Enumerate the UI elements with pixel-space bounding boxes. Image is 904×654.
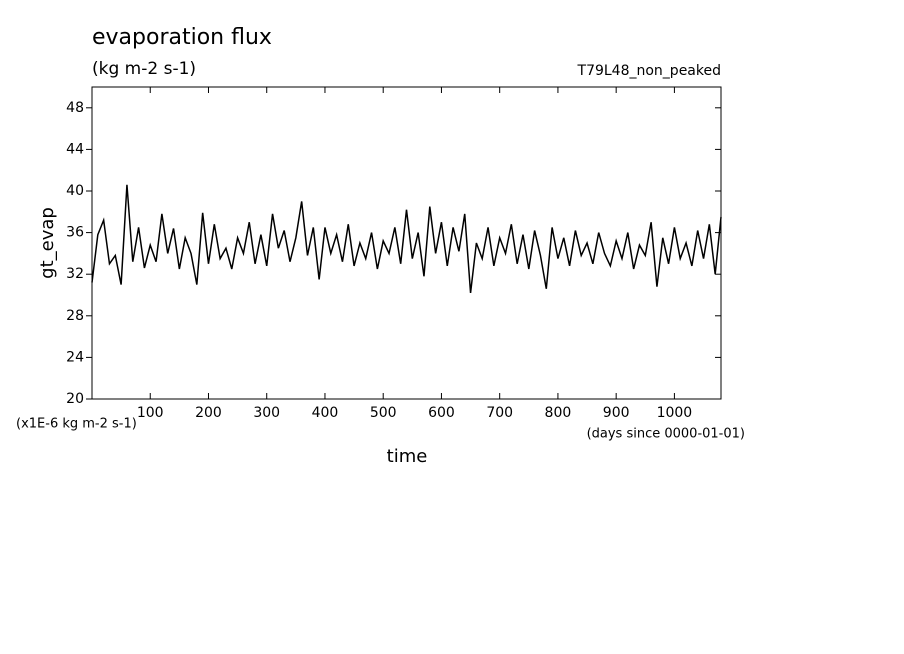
y-tick-label: 36 bbox=[66, 225, 84, 241]
x-tick-label: 600 bbox=[428, 405, 455, 421]
x-tick-label: 300 bbox=[253, 405, 280, 421]
x-tick-label: 200 bbox=[195, 405, 222, 421]
y-tick-label: 48 bbox=[66, 100, 84, 116]
y-tick-label: 40 bbox=[66, 183, 84, 199]
x-units: (days since 0000-01-01) bbox=[587, 427, 745, 442]
data-line bbox=[91, 184, 722, 294]
x-axis-label: time bbox=[387, 446, 428, 467]
x-tick-label: 500 bbox=[370, 405, 397, 421]
chart-title: evaporation flux bbox=[92, 25, 272, 50]
y-tick-label: 32 bbox=[66, 266, 84, 282]
y-tick-label: 44 bbox=[66, 141, 84, 157]
x-tick-label: 100 bbox=[137, 405, 164, 421]
y-tick-label: 24 bbox=[66, 349, 84, 365]
x-tick-label: 700 bbox=[486, 405, 513, 421]
run-label: T79L48_non_peaked bbox=[577, 63, 721, 79]
y-tick-label: 20 bbox=[66, 391, 84, 407]
x-tick-label: 1000 bbox=[657, 405, 693, 421]
y-units: (x1E-6 kg m-2 s-1) bbox=[16, 417, 137, 432]
x-tick-label: 400 bbox=[312, 405, 339, 421]
y-axis-label: gt_evap bbox=[37, 207, 58, 279]
chart-subtitle: (kg m-2 s-1) bbox=[92, 59, 196, 79]
x-tick-label: 900 bbox=[603, 405, 630, 421]
plot-frame bbox=[91, 86, 722, 400]
x-tick-label: 800 bbox=[545, 405, 572, 421]
y-tick-label: 28 bbox=[66, 308, 84, 324]
